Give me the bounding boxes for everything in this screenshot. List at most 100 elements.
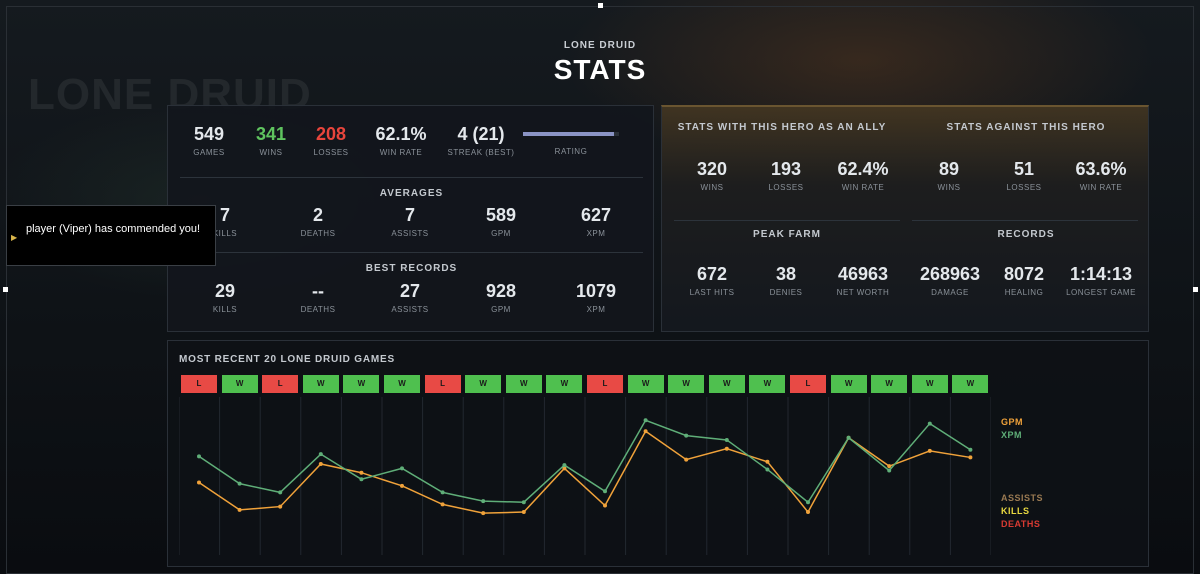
stat-label: STREAK (BEST): [447, 148, 515, 157]
avg-deaths: 2 DEATHS: [283, 205, 353, 238]
stat-label: KILLS: [212, 229, 238, 238]
stat-losses: 208 LOSSES: [300, 124, 362, 157]
stat-value: 268963: [919, 264, 981, 284]
best-deaths: -- DEATHS: [283, 281, 353, 314]
xpm-point: [237, 481, 242, 486]
ally-losses: 193 LOSSES: [754, 159, 818, 192]
stat-value: 341: [255, 124, 287, 144]
stat-value: 928: [485, 281, 517, 301]
stat-wins: 341 WINS: [240, 124, 302, 157]
best-xpm: 1079 XPM: [561, 281, 631, 314]
xpm-point: [603, 489, 607, 494]
win-badge: W: [627, 375, 664, 393]
stat-label: ASSISTS: [391, 305, 429, 314]
best-kills: 29 KILLS: [190, 281, 260, 314]
stat-label: LONGEST GAME: [1066, 288, 1136, 297]
record-damage: 268963 DAMAGE: [912, 264, 988, 297]
legend-assists: ASSISTS: [1001, 493, 1044, 503]
gpm-series-line: [198, 430, 971, 514]
stat-label: XPM: [586, 229, 606, 238]
win-badge: W: [830, 375, 867, 393]
legend-gpm: GPM: [1001, 417, 1024, 427]
avg-gpm: 589 GPM: [466, 205, 536, 238]
stat-label: WIN RATE: [379, 148, 423, 157]
xpm-point: [846, 435, 851, 440]
xpm-point: [562, 463, 567, 468]
against-title: STATS AGAINST THIS HERO: [946, 122, 1106, 133]
gpm-point: [643, 429, 648, 434]
stat-value: 38: [775, 264, 797, 284]
xpm-point: [278, 490, 283, 495]
gpm-point: [562, 466, 567, 471]
stat-streak: 4 (21) STREAK (BEST): [444, 124, 518, 157]
gpm-point: [887, 464, 892, 469]
peak-last-hits: 672 LAST HITS: [680, 264, 744, 297]
stat-value: 27: [399, 281, 421, 301]
against-losses: 51 LOSSES: [992, 159, 1056, 192]
stat-label: LOSSES: [313, 148, 349, 157]
gpm-point: [237, 507, 242, 512]
against-wins: 89 WINS: [917, 159, 981, 192]
stat-value: 8072: [1003, 264, 1045, 284]
stat-value: 4 (21): [457, 124, 505, 144]
ally-title: STATS WITH THIS HERO AS AN ALLY: [677, 122, 887, 133]
stat-value: 193: [770, 159, 802, 179]
best-records-title: BEST RECORDS: [365, 263, 458, 274]
commend-notification[interactable]: ▶ player (Viper) has commended you!: [6, 205, 216, 266]
stat-label: DEATHS: [300, 229, 336, 238]
gpm-point: [724, 446, 729, 451]
xpm-point: [521, 500, 526, 505]
ally-wins: 320 WINS: [680, 159, 744, 192]
stat-value: 589: [485, 205, 517, 225]
win-badge: W: [343, 375, 380, 393]
xpm-point: [887, 468, 892, 473]
stat-label: LOSSES: [1006, 183, 1042, 192]
stat-label: RATING: [554, 147, 588, 156]
stat-value: 7: [219, 205, 230, 225]
win-badge: W: [708, 375, 745, 393]
avg-assists: 7 ASSISTS: [375, 205, 445, 238]
resize-handle-left[interactable]: [3, 287, 8, 292]
stat-label: KILLS: [212, 305, 238, 314]
stat-value: 63.6%: [1075, 159, 1127, 179]
ally-win-rate: 62.4% WIN RATE: [828, 159, 898, 192]
gpm-point: [318, 461, 323, 466]
notification-text: player (Viper) has commended you!: [26, 223, 201, 235]
gpm-point: [278, 504, 283, 509]
xpm-point: [440, 490, 445, 495]
stat-label: LAST HITS: [689, 288, 735, 297]
avg-xpm: 627 XPM: [561, 205, 631, 238]
gpm-point: [481, 511, 486, 516]
recent-games-title: MOST RECENT 20 LONE DRUID GAMES: [179, 354, 395, 365]
against-win-rate: 63.6% WIN RATE: [1066, 159, 1136, 192]
stat-value: 62.4%: [837, 159, 889, 179]
stat-label: WINS: [700, 183, 724, 192]
gpm-point: [806, 510, 810, 515]
stat-label: WIN RATE: [841, 183, 885, 192]
gpm-point: [521, 510, 526, 515]
stat-label: NET WORTH: [836, 288, 890, 297]
stat-value: 672: [696, 264, 728, 284]
gpm-point: [440, 502, 445, 507]
stat-value: 7: [404, 205, 415, 225]
peak-farm-title: PEAK FARM: [753, 229, 821, 240]
stat-value: 46963: [837, 264, 889, 284]
stat-label: DEATHS: [300, 305, 336, 314]
resize-handle-right[interactable]: [1193, 287, 1198, 292]
records-title: RECORDS: [997, 229, 1055, 240]
gpm-point: [968, 455, 973, 460]
xpm-point: [318, 452, 323, 457]
resize-handle-top[interactable]: [598, 3, 603, 8]
stat-label: GAMES: [193, 148, 225, 157]
xpm-series-line: [198, 419, 971, 504]
loss-badge: L: [790, 375, 826, 393]
page-title: STATS: [553, 54, 647, 85]
divider: [180, 252, 643, 253]
legend-deaths: DEATHS: [1001, 519, 1041, 529]
performance-chart: [179, 397, 991, 555]
stat-value: 208: [315, 124, 347, 144]
rating-bar: [523, 132, 619, 136]
xpm-point: [765, 467, 770, 472]
stat-value: 549: [193, 124, 225, 144]
